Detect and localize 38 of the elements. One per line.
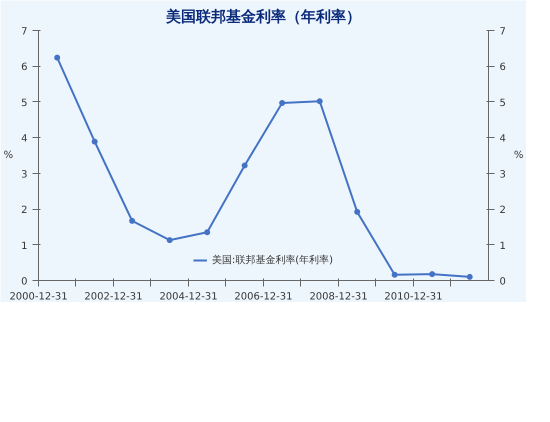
y-tick-label: 7 [21,26,28,38]
y2-axis-title: % [514,150,524,161]
y-tick-label: 6 [21,62,28,74]
y2-tick-label: 0 [500,276,506,288]
y2-tick-label: 5 [500,98,506,109]
x-tick-label: 2010-12-31 [384,292,443,302]
y-tick-label: 5 [21,98,28,109]
y-tick-label: 4 [21,134,28,145]
y-axis-title: % [4,150,14,161]
x-tick-label: 2002-12-31 [84,292,143,302]
y2-tick-label: 4 [500,134,506,145]
point [392,272,398,278]
y-tick-label: 1 [21,240,28,252]
y2-tick-label: 1 [500,240,506,252]
x-tick-label: 2000-12-31 [9,292,68,302]
point [466,274,473,280]
point [242,162,248,168]
y2-tick-label: 6 [500,62,506,74]
y2-tick-label: 2 [500,205,506,216]
chart-title: 美国联邦基金利率（年利率） [165,8,361,26]
y2-tick-label: 3 [500,169,506,180]
point [279,100,286,106]
legend-label: 美国:联邦基金利率(年利率) [212,254,334,267]
point [316,98,323,104]
x-tick-label: 2004-12-31 [159,292,218,302]
y-tick-label: 3 [21,169,28,180]
point [129,218,136,224]
point [354,208,360,215]
x-tick-label: 2008-12-31 [309,292,368,302]
point [429,271,436,278]
point [54,54,60,61]
x-tick-label: 2006-12-31 [234,292,293,302]
y-tick-label: 0 [21,276,28,288]
point [166,237,173,244]
point [92,138,98,145]
point [204,229,210,236]
y-tick-label: 2 [21,205,28,216]
y2-tick-label: 7 [500,26,506,38]
